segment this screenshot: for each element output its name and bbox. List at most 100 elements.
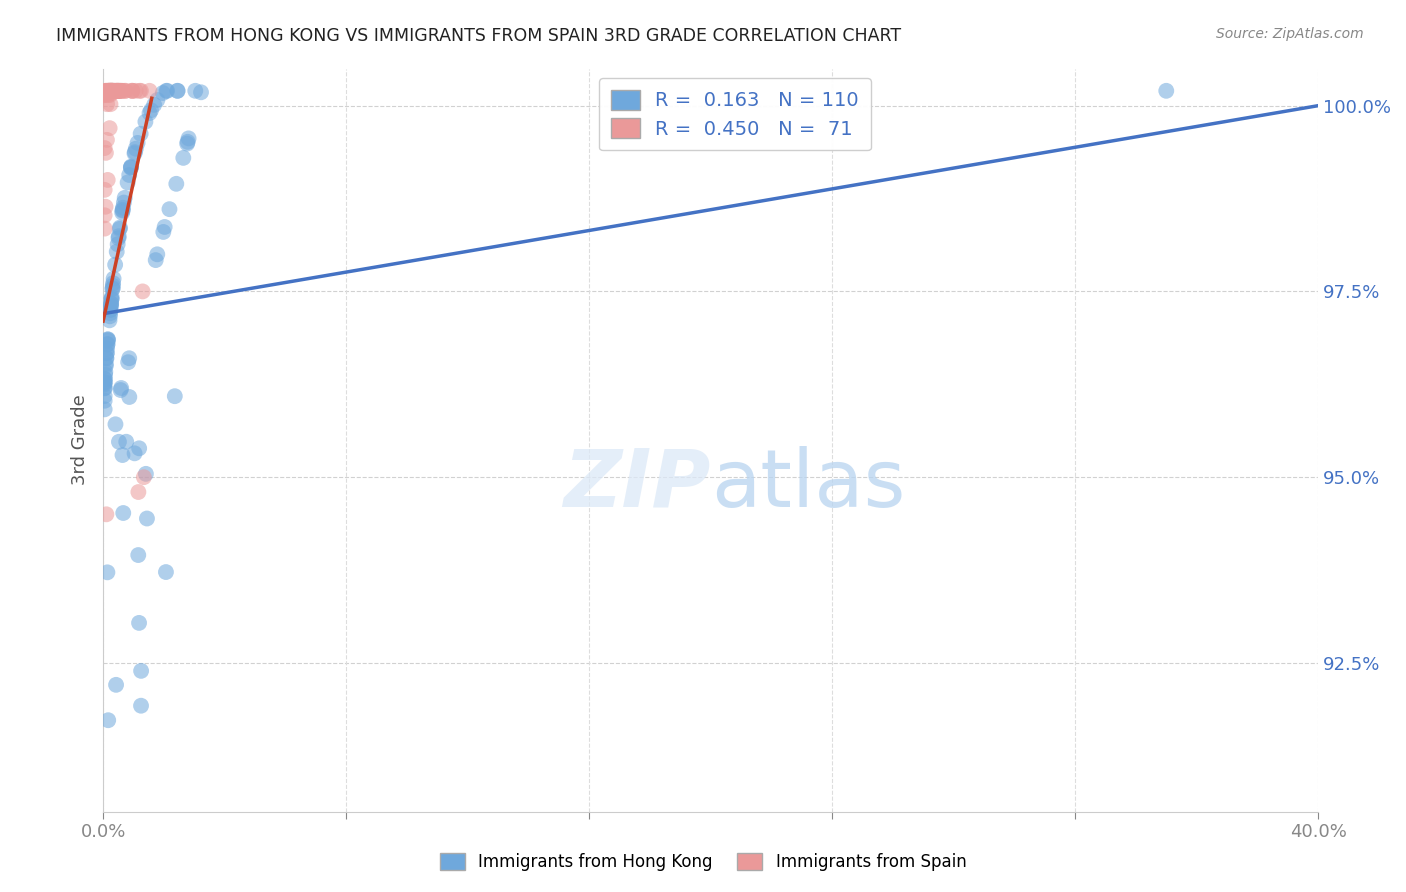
Point xyxy=(94,372,117,386)
Point xyxy=(156,84,179,98)
Point xyxy=(93,208,115,222)
Point xyxy=(100,296,122,310)
Point xyxy=(125,142,148,156)
Point xyxy=(114,191,136,205)
Point xyxy=(101,278,124,293)
Point xyxy=(159,202,181,216)
Point xyxy=(93,375,115,389)
Point xyxy=(97,173,120,187)
Point xyxy=(93,183,115,197)
Point xyxy=(124,84,146,98)
Point xyxy=(146,93,169,107)
Point xyxy=(129,664,152,678)
Point xyxy=(100,87,122,101)
Point xyxy=(117,176,139,190)
Point xyxy=(163,389,186,403)
Point xyxy=(100,290,122,304)
Point xyxy=(100,84,122,98)
Point xyxy=(105,84,128,98)
Point xyxy=(105,84,128,98)
Point xyxy=(129,84,152,98)
Point xyxy=(96,346,118,360)
Point xyxy=(94,357,117,371)
Point xyxy=(98,88,121,103)
Point xyxy=(110,84,132,98)
Point xyxy=(120,160,142,174)
Point xyxy=(103,84,125,98)
Point xyxy=(110,84,132,98)
Point xyxy=(111,203,134,218)
Point xyxy=(118,351,141,366)
Text: ZIP: ZIP xyxy=(564,446,710,524)
Point xyxy=(103,84,125,98)
Point xyxy=(127,548,149,562)
Point xyxy=(101,84,124,98)
Point xyxy=(97,84,120,98)
Point xyxy=(94,200,117,214)
Point xyxy=(177,131,200,145)
Point xyxy=(111,202,134,217)
Point xyxy=(146,247,169,261)
Point xyxy=(96,97,118,112)
Point xyxy=(108,84,131,98)
Point xyxy=(94,368,117,382)
Point xyxy=(132,470,155,484)
Point xyxy=(111,448,134,462)
Point xyxy=(166,84,188,98)
Point xyxy=(152,86,174,100)
Point xyxy=(108,220,131,235)
Point xyxy=(176,136,198,151)
Point xyxy=(104,84,127,98)
Point xyxy=(96,337,118,351)
Point xyxy=(100,84,122,98)
Point xyxy=(100,84,122,98)
Point xyxy=(103,84,125,98)
Point xyxy=(97,334,120,348)
Point xyxy=(110,383,132,397)
Point xyxy=(100,292,122,306)
Point xyxy=(1154,84,1177,98)
Point xyxy=(115,434,138,449)
Point xyxy=(94,84,117,98)
Point xyxy=(120,161,142,175)
Point xyxy=(107,84,129,98)
Point xyxy=(127,136,149,150)
Point xyxy=(98,310,121,324)
Point xyxy=(128,615,150,630)
Point xyxy=(100,84,122,98)
Point xyxy=(96,566,118,580)
Point xyxy=(96,337,118,351)
Point xyxy=(96,84,118,98)
Point xyxy=(165,177,187,191)
Point xyxy=(107,84,129,98)
Point xyxy=(93,381,115,395)
Point xyxy=(128,442,150,456)
Point xyxy=(152,225,174,239)
Point xyxy=(101,276,124,290)
Point xyxy=(101,282,124,296)
Point xyxy=(100,299,122,313)
Point xyxy=(100,296,122,310)
Point xyxy=(100,97,122,112)
Point xyxy=(107,84,129,98)
Point xyxy=(124,146,146,161)
Point xyxy=(139,103,162,118)
Point xyxy=(107,229,129,244)
Point xyxy=(93,88,115,103)
Point xyxy=(138,84,160,98)
Point xyxy=(100,84,122,98)
Point xyxy=(121,84,143,98)
Point xyxy=(117,355,139,369)
Point xyxy=(129,127,152,141)
Point xyxy=(131,285,153,299)
Point xyxy=(114,84,136,98)
Point xyxy=(94,372,117,386)
Point xyxy=(129,698,152,713)
Point xyxy=(184,84,207,98)
Point xyxy=(98,84,121,98)
Point xyxy=(96,346,118,360)
Point xyxy=(97,84,120,98)
Point xyxy=(143,98,166,112)
Point xyxy=(107,84,129,98)
Point xyxy=(97,333,120,347)
